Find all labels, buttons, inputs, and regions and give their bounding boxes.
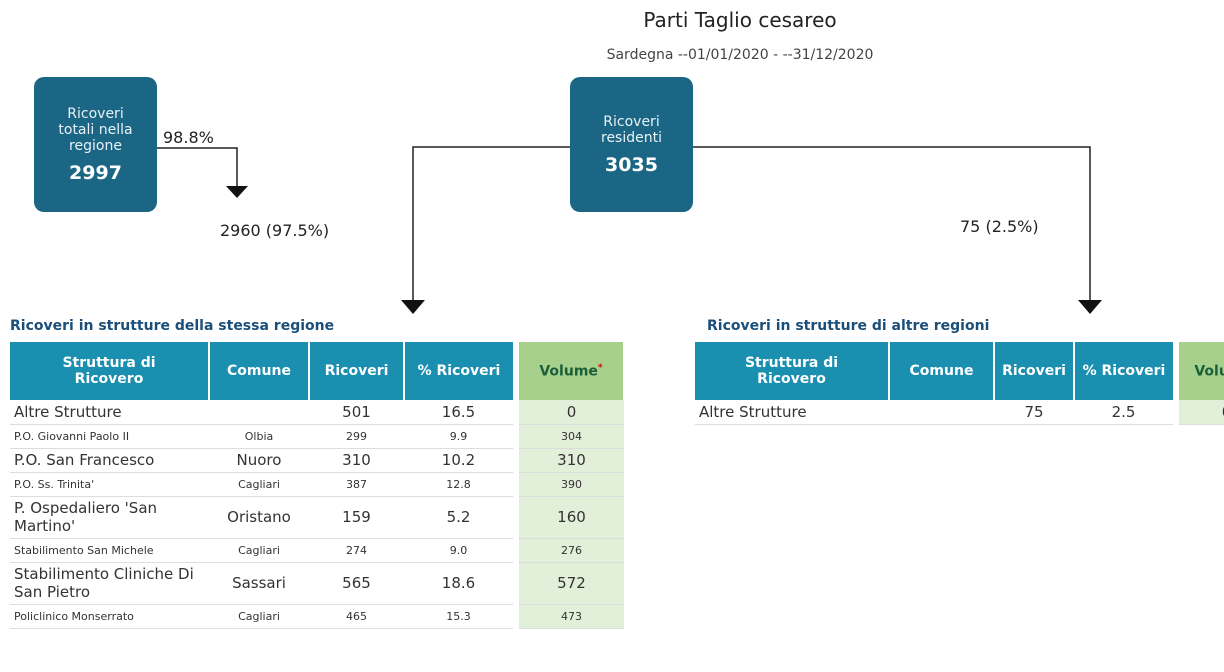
edge-label: 98.8% xyxy=(163,128,214,147)
table-cell: Stabilimento San Michele xyxy=(10,538,209,563)
header-text: Ricoveri xyxy=(1002,363,1066,379)
table-cell: Oristano xyxy=(209,496,309,539)
table-cell: 159 xyxy=(309,496,404,539)
header-text: Struttura di Ricovero xyxy=(62,355,156,387)
table-cell: Cagliari xyxy=(209,538,309,563)
data-table: Struttura di Ricovero Comune Ricoveri % Ric… xyxy=(695,342,1224,425)
table-cell: Stabilimento Cliniche Di San Pietro xyxy=(10,562,209,605)
column-header: Ricoveri xyxy=(309,342,405,400)
node-label: Ricoveri residenti xyxy=(601,113,662,146)
table-cell: Policlinico Monserrato xyxy=(10,604,209,629)
column-header: Ricoveri xyxy=(994,342,1075,400)
table-row: P. Ospedaliero 'San Martino' Oristano 159 5… xyxy=(10,496,624,539)
data-table: Struttura di Ricovero Comune Ricoveri % Ric… xyxy=(10,342,625,629)
table-cell: 465 xyxy=(309,604,404,629)
table-cell: 160 xyxy=(513,496,624,539)
table-cell: 274 xyxy=(309,538,404,563)
subtitle: Sardegna --01/01/2020 - --31/12/2020 xyxy=(606,47,874,63)
column-header: % Ricoveri xyxy=(404,342,517,400)
title: Parti Taglio cesareo xyxy=(643,8,837,32)
table-title: Ricoveri in strutture di altre regioni xyxy=(707,318,990,334)
table-cell: 304 xyxy=(513,424,624,449)
table-cell: Nuoro xyxy=(209,448,309,473)
table-cell: P.O. San Francesco xyxy=(10,448,209,473)
header-text: Comune xyxy=(909,363,974,379)
table-cell: 0 xyxy=(1173,400,1224,425)
table-cell: P.O. Giovanni Paolo II xyxy=(10,424,209,449)
header-text: Comune xyxy=(227,363,291,379)
table-row: Stabilimento San Michele Cagliari 274 9.0 27… xyxy=(10,538,624,563)
table-cell: 5.2 xyxy=(404,496,516,539)
table-cell: 18.6 xyxy=(404,562,516,605)
table-cell: 501 xyxy=(309,400,404,425)
table-cell: 572 xyxy=(513,562,624,605)
header-row: Struttura di Ricovero Comune Ricoveri % Ric… xyxy=(695,342,1224,400)
table-cell: Altre Strutture xyxy=(10,400,209,425)
table-cell: 276 xyxy=(513,538,624,563)
header-text: Ricoveri xyxy=(324,363,389,379)
table-cell: 390 xyxy=(513,472,624,497)
column-header: Struttura di Ricovero xyxy=(695,342,890,400)
footnote-mark: * xyxy=(597,362,603,373)
header-row: Struttura di Ricovero Comune Ricoveri % Ric… xyxy=(10,342,625,400)
table-cell: Cagliari xyxy=(209,472,309,497)
column-header: Volume* xyxy=(1173,342,1224,400)
table-row: Stabilimento Cliniche Di San Pietro Sassa… xyxy=(10,562,624,605)
header-text: % Ricoveri xyxy=(1082,363,1166,379)
table-cell: 2.5 xyxy=(1074,400,1176,425)
table-cell: 0 xyxy=(513,400,624,425)
table-cell: Sassari xyxy=(209,562,309,605)
table-cell: 16.5 xyxy=(404,400,516,425)
table-cell: Altre Strutture xyxy=(695,400,889,425)
node-label: Ricoveri totali nella regione xyxy=(58,105,133,154)
table-cell: P.O. Ss. Trinita' xyxy=(10,472,209,497)
node-value: 3035 xyxy=(605,153,658,176)
table-cell: Cagliari xyxy=(209,604,309,629)
table-cell: 565 xyxy=(309,562,404,605)
table-cell xyxy=(209,400,309,425)
table-row: P.O. San Francesco Nuoro 310 10.2 310 xyxy=(10,448,624,473)
header-text: Struttura di Ricovero xyxy=(744,355,839,387)
table-cell: Olbia xyxy=(209,424,309,449)
node-box: Ricoveri residenti 3035 xyxy=(570,77,693,212)
table-cell: 12.8 xyxy=(404,472,516,497)
table-cell: 310 xyxy=(309,448,404,473)
header-text: Volume xyxy=(539,363,598,380)
table-cell: 9.9 xyxy=(404,424,516,449)
table-cell: 473 xyxy=(513,604,624,629)
table-cell: 299 xyxy=(309,424,404,449)
table-cell xyxy=(889,400,994,425)
table-cell: 10.2 xyxy=(404,448,516,473)
table-cell: 387 xyxy=(309,472,404,497)
table-cell: 310 xyxy=(513,448,624,473)
table-row: Policlinico Monserrato Cagliari 465 15.3 473 xyxy=(10,604,624,629)
header-text: Volume xyxy=(1194,363,1224,380)
edge-label: 75 (2.5%) xyxy=(960,217,1039,236)
table-title: Ricoveri in strutture della stessa regio… xyxy=(10,318,335,334)
table-row: Altre Strutture 752.50 xyxy=(695,400,1224,425)
header-text: % Ricoveri xyxy=(417,363,501,379)
column-header: % Ricoveri xyxy=(1074,342,1177,400)
table-cell: 15.3 xyxy=(404,604,516,629)
table-cell: P. Ospedaliero 'San Martino' xyxy=(10,496,209,539)
table-cell: 9.0 xyxy=(404,538,516,563)
column-header: Struttura di Ricovero xyxy=(10,342,210,400)
table-row: Altre Strutture 501 16.5 0 xyxy=(10,400,624,425)
column-header: Volume* xyxy=(513,342,625,400)
column-header: Comune xyxy=(889,342,995,400)
edge-label: 2960 (97.5%) xyxy=(220,221,330,240)
node-box: Ricoveri totali nella regione 2997 xyxy=(34,77,157,212)
table-row: P.O. Ss. Trinita' Cagliari 387 12.8 390 xyxy=(10,472,624,497)
table-row: P.O. Giovanni Paolo II Olbia 299 9.9 304 xyxy=(10,424,624,449)
column-header: Comune xyxy=(209,342,310,400)
table-cell: 75 xyxy=(994,400,1074,425)
node-value: 2997 xyxy=(69,161,122,184)
